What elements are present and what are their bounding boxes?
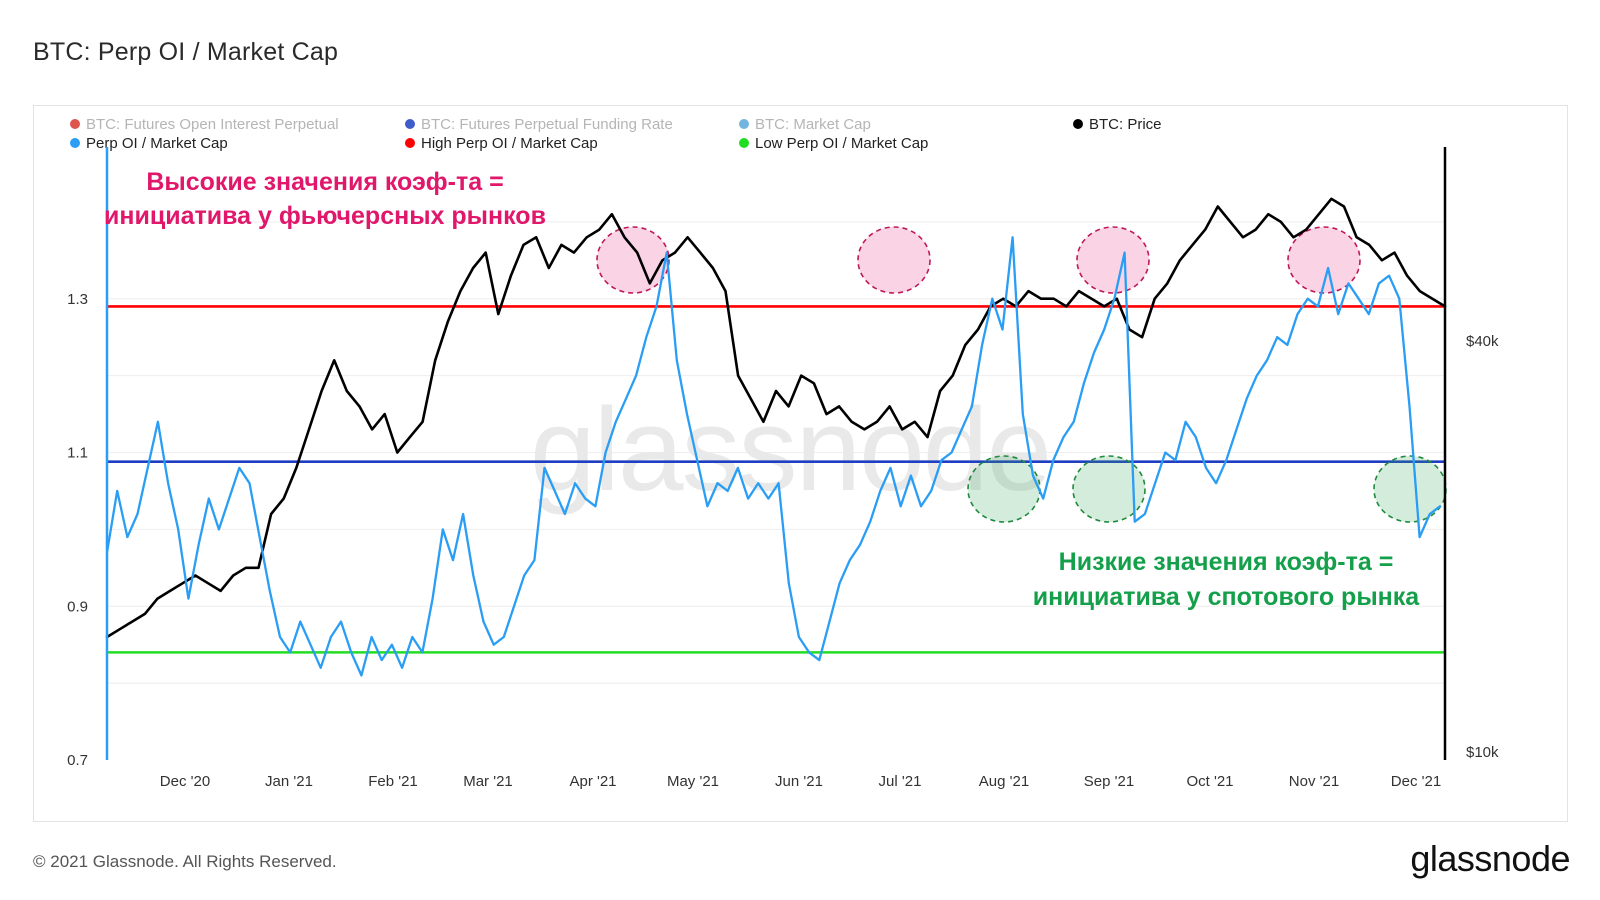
legend-label: Low Perp OI / Market Cap [755,135,928,152]
x-tick-label: May '21 [667,773,719,790]
gridlines [107,221,1445,684]
high-zone-circle [1287,226,1361,294]
x-tick-label: Nov '21 [1289,773,1339,790]
x-tick-label: Feb '21 [368,773,418,790]
legend-label: High Perp OI / Market Cap [421,135,598,152]
legend-marker [405,138,415,148]
x-tick-label: Oct '21 [1186,773,1233,790]
legend-marker [70,138,80,148]
legend-marker [405,119,415,129]
annotation-low-line1: Низкие значения коэф-та = [1059,548,1394,576]
series-line-perp-oi [105,236,1442,677]
annotation-high-line1: Высокие значения коэф-та = [146,168,503,196]
legend: BTC: Futures Open Interest Perpetual BTC:… [70,116,1162,152]
high-zone-circle [1076,226,1150,294]
series-line-price [105,197,1447,639]
x-tick-label: Jan '21 [265,773,313,790]
x-tick-label: Sep '21 [1084,773,1134,790]
x-tick-label: Aug '21 [979,773,1029,790]
legend-marker [739,138,749,148]
high-zone-circle [596,226,670,294]
y-tick-label: 0.7 [67,752,88,769]
x-tick-label: Mar '21 [463,773,513,790]
low-zone-circle [1373,455,1447,523]
legend-marker [70,119,80,129]
x-tick-label: Apr '21 [569,773,616,790]
y-tick-label: 1.1 [67,445,88,462]
annotation-high-line2: инициатива у фьючерсных рынков [104,202,546,230]
page-title: BTC: Perp OI / Market Cap [33,38,339,66]
series-lines [105,197,1447,677]
x-tick-label: Dec '20 [160,773,210,790]
high-zone-circle [857,226,931,294]
legend-marker [1073,119,1083,129]
threshold-lines [107,305,1445,654]
y-tick-label: 1.3 [67,291,88,308]
highlight-circles [596,226,1447,523]
chart-frame [33,105,1568,822]
axes: 0.7 0.9 1.1 1.3 $10k $40k Dec '20 Jan '21 Feb '2… [67,147,1499,790]
legend-label: BTC: Price [1089,116,1162,133]
legend-label: BTC: Market Cap [755,116,871,133]
y2-tick-label: $40k [1466,333,1499,350]
legend-label: BTC: Futures Open Interest Perpetual [86,116,339,133]
copyright: © 2021 Glassnode. All Rights Reserved. [33,852,337,871]
x-tick-label: Jun '21 [775,773,823,790]
y2-tick-label: $10k [1466,744,1499,761]
legend-marker [739,119,749,129]
legend-label: Perp OI / Market Cap [86,135,228,152]
watermark: glassnode [530,384,1050,516]
annotation-low-line2: инициатива у спотового рынка [1033,583,1421,611]
glassnode-logo: glassnode [1410,838,1570,879]
x-tick-label: Dec '21 [1391,773,1441,790]
legend-label: BTC: Futures Perpetual Funding Rate [421,116,673,133]
low-zone-circle [967,455,1041,523]
y-tick-label: 0.9 [67,598,88,615]
low-zone-circle [1072,455,1146,523]
x-tick-label: Jul '21 [879,773,922,790]
